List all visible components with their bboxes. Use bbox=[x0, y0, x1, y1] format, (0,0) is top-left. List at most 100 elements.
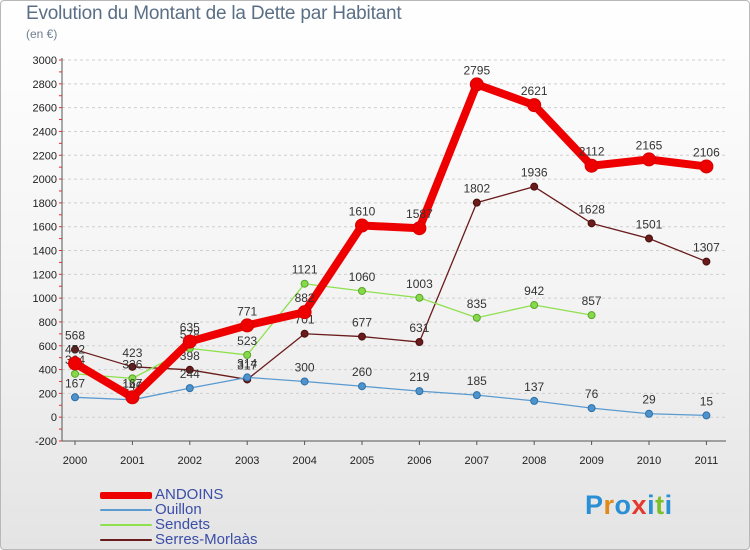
data-point-andoins bbox=[642, 152, 656, 167]
data-label-sendets: 523 bbox=[237, 334, 257, 348]
y-tick-label: 2600 bbox=[33, 103, 57, 115]
data-label-ouillon: 76 bbox=[585, 387, 599, 401]
x-tick-label: 2001 bbox=[120, 455, 144, 467]
y-tick-label: 400 bbox=[39, 365, 57, 377]
x-tick-label: 2008 bbox=[522, 455, 546, 467]
data-label-serres-morla-s: 423 bbox=[122, 346, 142, 360]
data-point-serres-morla-s bbox=[358, 332, 366, 341]
legend-swatch-ouillon bbox=[100, 509, 152, 511]
data-label-serres-morla-s: 677 bbox=[352, 316, 372, 330]
chart-title: Evolution du Montant de la Dette par Hab… bbox=[26, 3, 402, 24]
data-point-ouillon bbox=[71, 393, 79, 402]
data-point-ouillon bbox=[415, 387, 424, 396]
logo-letter: x bbox=[631, 490, 648, 520]
data-label-serres-morla-s: 1501 bbox=[636, 217, 663, 231]
data-label-sendets: 835 bbox=[467, 297, 487, 311]
y-tick-label: 200 bbox=[39, 388, 57, 400]
data-point-andoins bbox=[699, 159, 714, 174]
data-point-serres-morla-s bbox=[71, 345, 79, 354]
data-label-serres-morla-s: 1802 bbox=[463, 182, 490, 196]
series-line-andoins bbox=[71, 80, 711, 402]
data-label-ouillon: 300 bbox=[295, 360, 315, 374]
data-label-andoins: 167 bbox=[122, 376, 142, 390]
data-point-sendets bbox=[530, 301, 539, 310]
data-label-ouillon: 219 bbox=[409, 370, 429, 384]
y-tick-label: 1000 bbox=[33, 293, 57, 305]
legend-swatch-serres-morlaas bbox=[100, 539, 152, 541]
data-point-serres-morla-s bbox=[530, 182, 539, 191]
data-label-ouillon: 15 bbox=[700, 394, 714, 408]
y-tick-label: 600 bbox=[39, 341, 57, 353]
data-point-serres-morla-s bbox=[300, 329, 309, 338]
x-tick-label: 2011 bbox=[695, 455, 719, 467]
data-point-sendets bbox=[300, 279, 309, 288]
logo-letter: i bbox=[647, 490, 656, 520]
data-label-andoins: 1587 bbox=[406, 207, 433, 221]
data-point-ouillon bbox=[472, 391, 481, 400]
data-label-serres-morla-s: 398 bbox=[180, 349, 200, 363]
y-tick-label: 2200 bbox=[33, 150, 57, 162]
data-label-ouillon: 244 bbox=[180, 367, 200, 381]
y-tick-label: 2800 bbox=[33, 79, 57, 91]
data-label-ouillon: 314 bbox=[237, 356, 257, 370]
x-tick-label: 2010 bbox=[637, 455, 661, 467]
data-label-sendets: 1121 bbox=[292, 263, 318, 277]
data-label-sendets: 326 bbox=[122, 357, 142, 371]
data-point-sendets bbox=[472, 313, 481, 322]
data-label-serres-morla-s: 317 bbox=[237, 358, 257, 372]
data-point-andoins bbox=[125, 390, 140, 405]
data-point-serres-morla-s bbox=[128, 362, 137, 371]
data-label-andoins: 2106 bbox=[693, 145, 720, 159]
y-tick-label: 3000 bbox=[33, 55, 57, 67]
y-tick-label: 2400 bbox=[33, 126, 57, 138]
data-point-andoins bbox=[355, 218, 369, 233]
data-label-serres-morla-s: 568 bbox=[65, 329, 85, 343]
series-line-sendets bbox=[74, 283, 593, 380]
y-tick-label: 1400 bbox=[33, 246, 57, 258]
y-tick-label: -200 bbox=[35, 436, 57, 448]
legend-label: Sendets bbox=[155, 516, 211, 533]
logo-letter: r bbox=[603, 490, 615, 520]
data-point-ouillon bbox=[702, 411, 711, 420]
data-point-andoins bbox=[469, 77, 484, 92]
data-label-andoins: 2621 bbox=[521, 84, 548, 98]
series-line-serres-morla-s bbox=[74, 186, 708, 381]
data-point-serres-morla-s bbox=[185, 365, 194, 374]
x-tick-label: 2005 bbox=[350, 455, 374, 467]
data-point-sendets bbox=[415, 293, 424, 302]
x-tick-label: 2006 bbox=[407, 455, 431, 467]
data-label-ouillon: 185 bbox=[467, 374, 487, 388]
data-point-serres-morla-s bbox=[472, 198, 481, 207]
data-point-andoins bbox=[297, 305, 312, 320]
data-point-andoins bbox=[412, 221, 427, 236]
data-label-sendets: 1003 bbox=[406, 277, 433, 291]
data-label-ouillon: 137 bbox=[524, 380, 544, 394]
x-tick-label: 2002 bbox=[178, 455, 202, 467]
series-line-ouillon bbox=[74, 376, 708, 417]
x-tick-label: 2000 bbox=[63, 455, 87, 467]
data-point-ouillon bbox=[645, 409, 653, 418]
data-point-sendets bbox=[128, 374, 137, 383]
data-point-serres-morla-s bbox=[645, 234, 653, 243]
x-tick-label: 2009 bbox=[579, 455, 603, 467]
y-tick-label: 800 bbox=[39, 317, 57, 329]
data-label-serres-morla-s: 1936 bbox=[521, 166, 548, 180]
y-tick-label: 2000 bbox=[33, 174, 57, 186]
data-point-ouillon bbox=[185, 384, 194, 393]
logo-letter: P bbox=[585, 490, 604, 520]
data-point-andoins bbox=[182, 334, 197, 349]
legend-label: ANDOINS bbox=[155, 486, 224, 503]
data-point-andoins bbox=[584, 158, 599, 173]
data-label-serres-morla-s: 1628 bbox=[578, 202, 605, 216]
data-label-andoins: 2112 bbox=[579, 145, 605, 159]
data-label-ouillon: 29 bbox=[642, 393, 656, 407]
data-label-andoins: 882 bbox=[295, 291, 315, 305]
legend-label: Ouillon bbox=[155, 501, 202, 518]
y-tick-label: 0 bbox=[51, 412, 57, 424]
legend-swatch-andoins bbox=[100, 492, 152, 499]
legend-label: Serres-Morlaàs bbox=[155, 531, 258, 548]
data-label-andoins: 2165 bbox=[636, 138, 663, 152]
data-label-andoins: 635 bbox=[180, 321, 200, 335]
data-point-andoins bbox=[68, 356, 82, 371]
